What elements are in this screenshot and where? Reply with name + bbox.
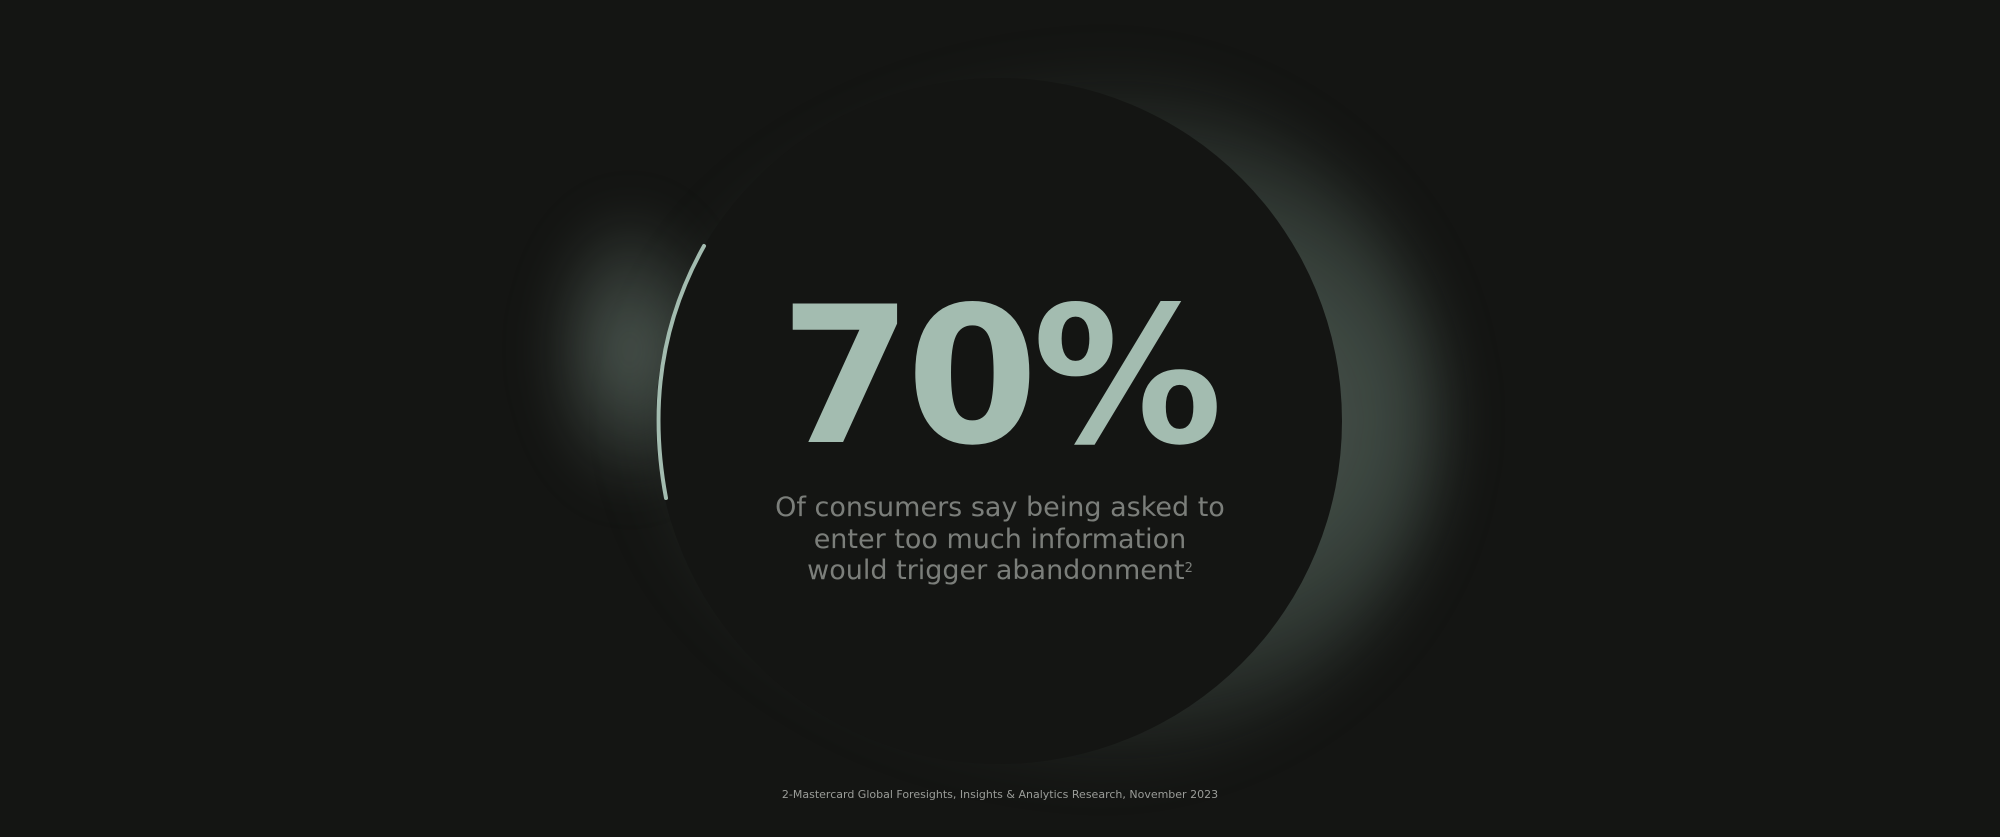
dark-circle — [656, 78, 1342, 764]
source-footnote: 2-Mastercard Global Foresights, Insights… — [781, 788, 1219, 801]
stat-description: Of consumers say being asked to enter to… — [770, 492, 1230, 587]
footnote-marker: 2 — [1184, 561, 1193, 576]
stat-value: 70% — [780, 266, 1223, 487]
description-text: Of consumers say being asked to enter to… — [775, 492, 1225, 586]
